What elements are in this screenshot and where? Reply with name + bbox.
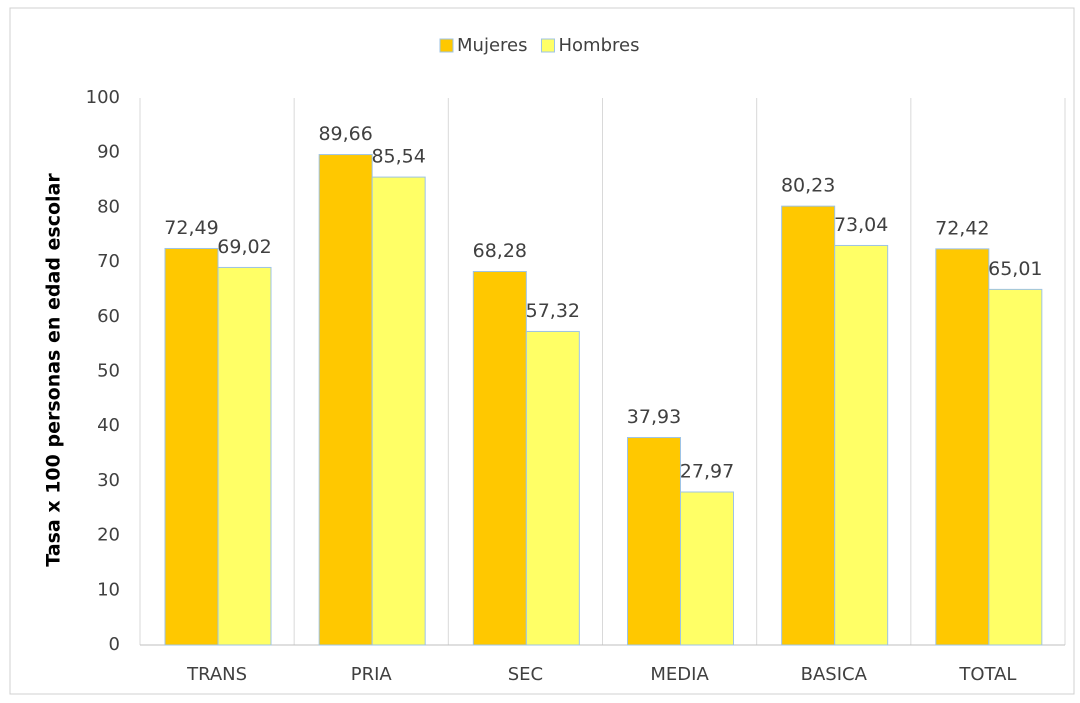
value-label: 85,54: [371, 146, 425, 168]
bar: [781, 205, 836, 646]
bar: [371, 176, 426, 646]
value-label: 57,32: [526, 300, 580, 322]
value-label: 27,97: [680, 461, 734, 483]
value-label: 80,23: [781, 175, 835, 197]
x-tick-label: TRANS: [186, 664, 247, 685]
y-tick-label: 60: [97, 306, 120, 327]
value-label: 69,02: [217, 236, 271, 258]
legend-label: Hombres: [558, 35, 639, 56]
legend-label: Mujeres: [457, 35, 527, 56]
bar: [680, 491, 734, 646]
legend-swatch: [540, 38, 555, 53]
value-label: 73,04: [834, 214, 888, 236]
value-label: 68,28: [473, 240, 527, 262]
y-tick-label: 20: [97, 525, 120, 546]
x-tick-label: TOTAL: [958, 664, 1016, 685]
y-tick-label: 50: [97, 361, 120, 382]
bar: [525, 330, 580, 646]
legend-swatch: [439, 38, 454, 53]
y-tick-label: 100: [86, 87, 120, 108]
bar: [164, 247, 219, 646]
bar: [472, 271, 527, 646]
bar: [834, 244, 889, 646]
y-tick-label: 0: [109, 634, 120, 655]
bar: [318, 154, 373, 646]
y-tick-label: 80: [97, 196, 120, 217]
y-tick-label: 30: [97, 470, 120, 491]
bar: [988, 288, 1043, 646]
y-axis-label: Tasa x 100 personas en edad escolar: [43, 173, 65, 567]
value-label: 72,42: [935, 217, 989, 239]
y-tick-label: 40: [97, 415, 120, 436]
bar: [627, 437, 681, 646]
bar: [935, 248, 990, 646]
value-label: 65,01: [988, 258, 1042, 280]
y-tick-label: 90: [97, 142, 120, 163]
y-tick-label: 70: [97, 251, 120, 272]
value-label: 37,93: [627, 406, 681, 428]
y-tick-label: 10: [97, 579, 120, 600]
bar: [217, 266, 272, 646]
x-tick-label: PRIA: [351, 664, 393, 685]
x-tick-label: SEC: [508, 664, 543, 685]
x-tick-label: BASICA: [801, 664, 868, 685]
value-label: 89,66: [318, 123, 372, 145]
value-label: 72,49: [164, 217, 218, 239]
x-tick-label: MEDIA: [650, 664, 709, 685]
